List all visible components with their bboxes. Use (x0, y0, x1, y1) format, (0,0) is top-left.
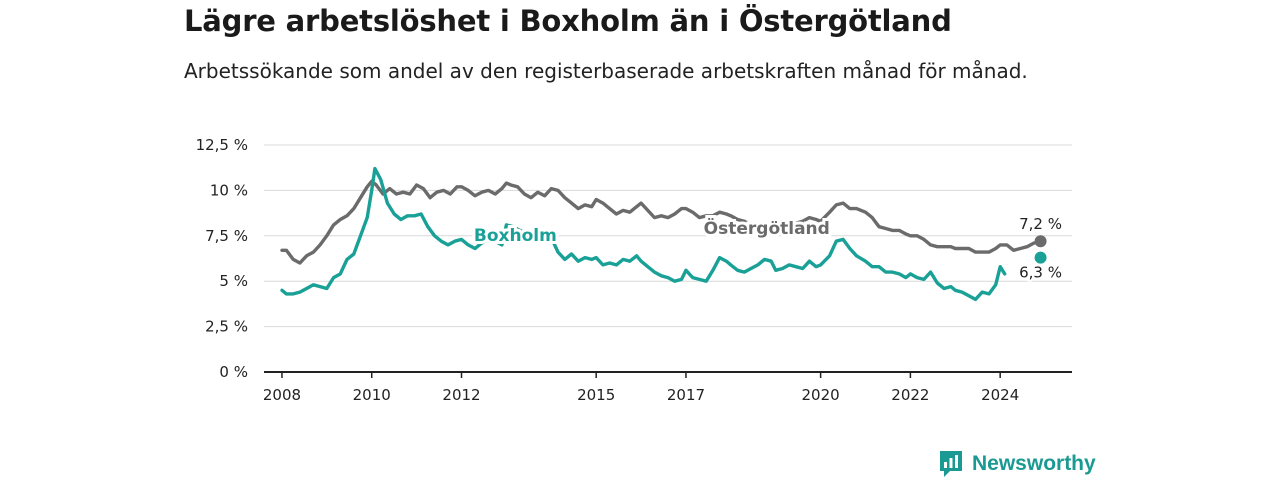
x-tick-label: 2012 (442, 386, 480, 404)
x-tick-label: 2022 (891, 386, 929, 404)
end-point-boxholm (1034, 251, 1047, 264)
gridlines (264, 144, 1072, 328)
series-label: Östergötland (704, 217, 830, 239)
x-tick-label: 2020 (802, 386, 840, 404)
series-line--sterg-tland (280, 179, 1043, 265)
page-title: Lägre arbetslöshet i Boxholm än i Österg… (184, 4, 952, 38)
y-tick-label: 10 % (210, 181, 248, 199)
x-tick-label: 2024 (981, 386, 1019, 404)
newsworthy-brand[interactable]: Newsworthy (938, 449, 1096, 479)
x-axis: 2008 2010 2012 2015 2017 2020 2022 2024 (263, 371, 1072, 404)
end-value-label: 7,2 % (1019, 215, 1062, 233)
y-tick-label: 2,5 % (205, 318, 248, 336)
brand-name: Newsworthy (972, 452, 1096, 475)
y-tick-label: 7,5 % (205, 227, 248, 245)
series-label: Boxholm (474, 226, 557, 246)
y-axis-ticks: 0 % 2,5 % 5 % 7,5 % 10 % 12,5 % (196, 136, 248, 381)
newsworthy-logo-icon (940, 451, 962, 477)
x-tick-label: 2017 (667, 386, 705, 404)
series-line-boxholm (280, 166, 1007, 302)
y-tick-label: 0 % (219, 363, 248, 381)
y-tick-label: 5 % (219, 272, 248, 290)
x-tick-label: 2008 (263, 386, 301, 404)
x-tick-label: 2010 (353, 386, 391, 404)
end-value-label: 6,3 % (1019, 264, 1062, 282)
series-labels: 7,2 % 6,3 % Boxholm Östergötland (471, 213, 1064, 283)
y-tick-label: 12,5 % (196, 136, 248, 154)
end-point--sterg-tland (1034, 235, 1047, 248)
series-lines (280, 166, 1047, 302)
page-subtitle: Arbetssökande som andel av den registerb… (184, 59, 1028, 83)
line-chart: 0 %2,5 %5 %7,5 %10 %12,5 % 2008 2010 2012 2… (196, 136, 1072, 404)
x-tick-label: 2015 (577, 386, 615, 404)
